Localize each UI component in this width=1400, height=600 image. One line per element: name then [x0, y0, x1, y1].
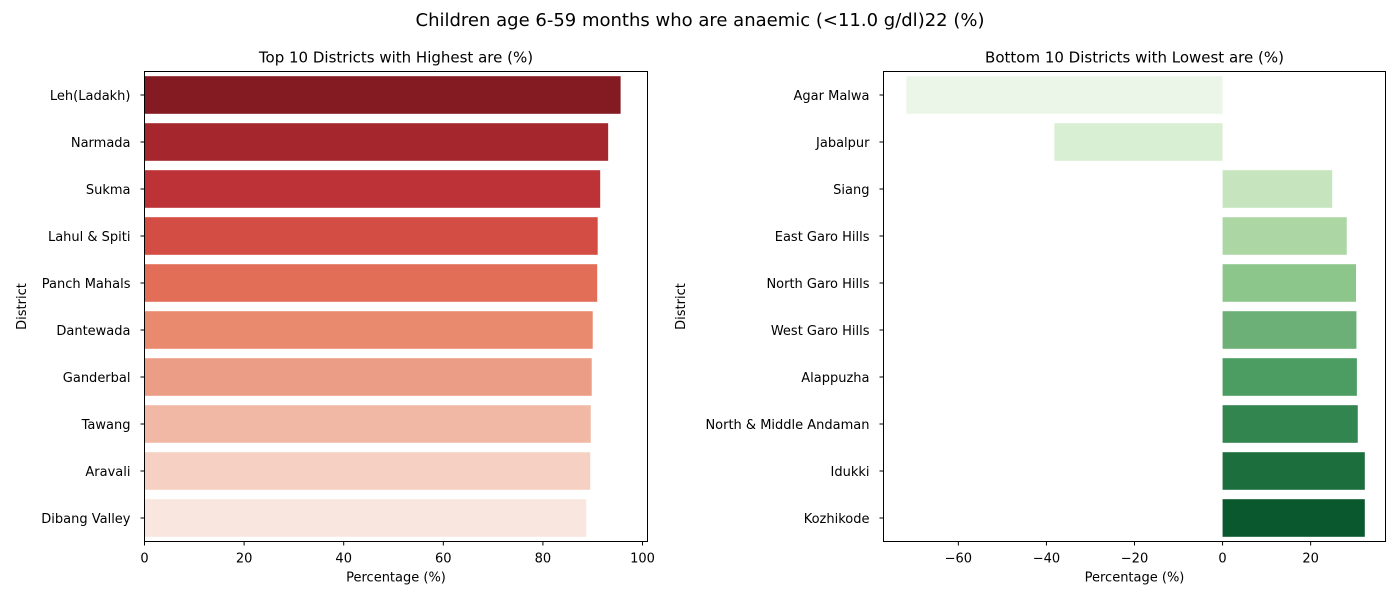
left-ytick-label-2: Sukma [86, 183, 131, 198]
right-bar-7 [1222, 405, 1358, 443]
figure-title: Children age 6-59 months who are anaemic… [416, 10, 985, 31]
left-bar-7 [144, 405, 591, 443]
right-bar-9 [1222, 499, 1365, 537]
left-xtick-label-1: 20 [236, 552, 253, 567]
right-ytick-label-4: North Garo Hills [766, 277, 869, 292]
left-xtick-label-4: 80 [535, 552, 552, 567]
right-ytick-label-8: Idukki [831, 465, 870, 480]
left-ytick-label-6: Ganderbal [63, 371, 131, 386]
right-bar-4 [1222, 264, 1356, 302]
left-ytick-label-0: Leh(Ladakh) [50, 89, 131, 104]
right-ytick-label-7: North & Middle Andaman [705, 418, 869, 433]
left-ytick-label-4: Panch Mahals [42, 277, 131, 292]
left-bar-8 [144, 452, 591, 490]
right-ytick-label-0: Agar Malwa [794, 89, 870, 104]
right-ytick-label-2: Siang [833, 183, 869, 198]
left-bar-4 [144, 264, 598, 302]
right-xtick-label-0: −60 [945, 552, 972, 567]
left-xtick-label-5: 100 [630, 552, 655, 567]
right-chart-panel: Agar Malwa Jabalpur Siang East Garo Hills No… [674, 49, 1386, 586]
right-y-axis-label: District [674, 283, 689, 330]
right-bar-0 [906, 76, 1223, 114]
right-bar-8 [1222, 452, 1365, 490]
left-bar-0 [144, 76, 621, 114]
left-bar-1 [144, 123, 609, 161]
left-bar-5 [144, 311, 593, 349]
left-axes-frame [144, 71, 648, 542]
left-y-axis-label: District [15, 283, 30, 330]
right-ytick-label-9: Kozhikode [804, 512, 870, 527]
left-ytick-label-8: Aravali [85, 465, 130, 480]
left-bar-6 [144, 358, 592, 396]
right-ytick-label-5: West Garo Hills [771, 324, 870, 339]
left-ytick-label-5: Dantewada [56, 324, 130, 339]
right-chart-title: Bottom 10 Districts with Lowest are (%) [985, 49, 1284, 67]
right-bar-5 [1222, 311, 1357, 349]
right-bar-6 [1222, 358, 1357, 396]
right-xtick-label-1: −40 [1033, 552, 1060, 567]
right-bar-3 [1222, 217, 1347, 255]
left-xtick-label-0: 0 [140, 552, 148, 567]
left-ytick-label-3: Lahul & Spiti [48, 230, 131, 245]
right-xtick-label-4: 20 [1302, 552, 1319, 567]
left-ytick-label-7: Tawang [81, 418, 131, 433]
left-chart-title: Top 10 Districts with Highest are (%) [258, 49, 533, 67]
left-bar-3 [144, 217, 598, 255]
right-ytick-label-6: Alappuzha [801, 371, 869, 386]
right-bar-2 [1222, 170, 1333, 208]
right-bar-1 [1054, 123, 1223, 161]
left-bar-2 [144, 170, 601, 208]
right-x-axis-label: Percentage (%) [1085, 571, 1185, 586]
left-xtick-label-3: 60 [435, 552, 452, 567]
left-xtick-label-2: 40 [335, 552, 352, 567]
right-xtick-label-3: 0 [1218, 552, 1226, 567]
left-ytick-label-9: Dibang Valley [41, 512, 131, 527]
left-bar-9 [144, 499, 587, 537]
left-x-axis-label: Percentage (%) [346, 571, 446, 586]
right-ytick-label-3: East Garo Hills [775, 230, 870, 245]
right-xtick-label-2: −20 [1121, 552, 1148, 567]
left-ytick-label-1: Narmada [71, 136, 131, 151]
right-ytick-label-1: Jabalpur [815, 136, 870, 151]
left-chart-panel: Leh(Ladakh) Narmada Sukma Lahul & Spiti Panc… [15, 49, 655, 586]
